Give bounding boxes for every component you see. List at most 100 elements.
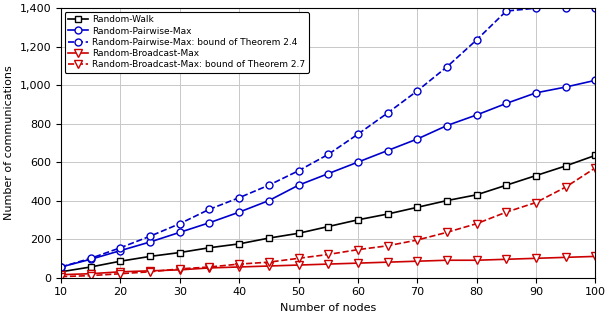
Line: Random-Broadcast-Max: Random-Broadcast-Max	[57, 253, 599, 279]
Y-axis label: Number of communications: Number of communications	[4, 66, 14, 220]
Random-Walk	[592, 153, 599, 157]
Random-Broadcast-Max: bound of Theorem 2.7: (60, 145): bound of Theorem 2.7: (60, 145)	[354, 248, 362, 252]
Random-Broadcast-Max	[295, 263, 302, 267]
Random-Broadcast-Max	[87, 272, 95, 275]
Random-Pairwise-Max: bound of Theorem 2.4: (45, 480): bound of Theorem 2.4: (45, 480)	[265, 183, 273, 187]
Line: Random-Pairwise-Max: bound of Theorem 2.4: Random-Pairwise-Max: bound of Theorem 2.…	[57, 5, 599, 270]
Random-Pairwise-Max: bound of Theorem 2.4: (70, 970): bound of Theorem 2.4: (70, 970)	[414, 89, 421, 93]
Random-Broadcast-Max	[384, 260, 391, 264]
Random-Pairwise-Max	[57, 265, 65, 269]
Random-Broadcast-Max: bound of Theorem 2.7: (90, 390): bound of Theorem 2.7: (90, 390)	[533, 201, 540, 204]
Random-Broadcast-Max: bound of Theorem 2.7: (70, 195): bound of Theorem 2.7: (70, 195)	[414, 238, 421, 242]
Line: Random-Pairwise-Max: Random-Pairwise-Max	[57, 77, 599, 270]
Line: Random-Walk: Random-Walk	[58, 152, 598, 275]
Random-Broadcast-Max: bound of Theorem 2.7: (15, 10): bound of Theorem 2.7: (15, 10)	[87, 274, 95, 277]
Random-Broadcast-Max: bound of Theorem 2.7: (65, 165): bound of Theorem 2.7: (65, 165)	[384, 244, 391, 248]
Random-Walk	[117, 259, 124, 263]
Random-Broadcast-Max	[57, 273, 65, 276]
Random-Broadcast-Max: bound of Theorem 2.7: (95, 470): bound of Theorem 2.7: (95, 470)	[562, 185, 569, 189]
Random-Broadcast-Max	[146, 269, 154, 273]
Random-Walk	[295, 231, 302, 235]
Random-Walk	[235, 242, 243, 246]
Random-Broadcast-Max	[265, 264, 273, 268]
Random-Broadcast-Max	[592, 255, 599, 258]
Random-Pairwise-Max: bound of Theorem 2.4: (65, 855): bound of Theorem 2.4: (65, 855)	[384, 111, 391, 115]
Random-Pairwise-Max	[503, 101, 510, 105]
Random-Walk	[443, 199, 451, 203]
Random-Pairwise-Max	[473, 113, 480, 117]
Random-Broadcast-Max: bound of Theorem 2.7: (80, 280): bound of Theorem 2.7: (80, 280)	[473, 222, 480, 226]
Random-Walk	[473, 193, 480, 197]
Random-Broadcast-Max: bound of Theorem 2.7: (35, 55): bound of Theorem 2.7: (35, 55)	[206, 265, 213, 269]
Random-Broadcast-Max	[473, 258, 480, 262]
Random-Pairwise-Max	[443, 124, 451, 127]
Random-Walk	[57, 270, 65, 274]
Legend: Random-Walk, Random-Pairwise-Max, Random-Pairwise-Max: bound of Theorem 2.4, Ran: Random-Walk, Random-Pairwise-Max, Random…	[65, 12, 309, 73]
Random-Pairwise-Max: bound of Theorem 2.4: (20, 155): bound of Theorem 2.4: (20, 155)	[117, 246, 124, 249]
Random-Broadcast-Max	[562, 256, 569, 259]
Random-Pairwise-Max: bound of Theorem 2.4: (85, 1.38e+03): bound of Theorem 2.4: (85, 1.38e+03)	[503, 9, 510, 13]
Random-Pairwise-Max	[117, 249, 124, 253]
Random-Broadcast-Max: bound of Theorem 2.7: (55, 120): bound of Theorem 2.7: (55, 120)	[325, 253, 332, 256]
Random-Pairwise-Max: bound of Theorem 2.4: (55, 640): bound of Theorem 2.4: (55, 640)	[325, 152, 332, 156]
Random-Broadcast-Max	[235, 265, 243, 269]
Random-Pairwise-Max	[562, 85, 569, 89]
Random-Broadcast-Max: bound of Theorem 2.7: (100, 570): bound of Theorem 2.7: (100, 570)	[592, 166, 599, 170]
Random-Broadcast-Max	[117, 270, 124, 274]
Random-Broadcast-Max	[354, 261, 362, 265]
Random-Broadcast-Max	[206, 266, 213, 270]
Random-Pairwise-Max: bound of Theorem 2.4: (80, 1.24e+03): bound of Theorem 2.4: (80, 1.24e+03)	[473, 38, 480, 42]
Random-Broadcast-Max: bound of Theorem 2.7: (85, 340): bound of Theorem 2.7: (85, 340)	[503, 210, 510, 214]
Random-Pairwise-Max: bound of Theorem 2.4: (40, 415): bound of Theorem 2.4: (40, 415)	[235, 196, 243, 200]
Random-Broadcast-Max	[503, 257, 510, 261]
Random-Broadcast-Max	[443, 258, 451, 262]
Random-Broadcast-Max: bound of Theorem 2.7: (50, 100): bound of Theorem 2.7: (50, 100)	[295, 256, 302, 260]
Random-Pairwise-Max	[533, 91, 540, 95]
Random-Walk	[206, 246, 213, 249]
Random-Broadcast-Max	[414, 259, 421, 263]
Random-Broadcast-Max: bound of Theorem 2.7: (25, 30): bound of Theorem 2.7: (25, 30)	[146, 270, 154, 274]
Random-Broadcast-Max: bound of Theorem 2.7: (75, 235): bound of Theorem 2.7: (75, 235)	[443, 230, 451, 234]
Random-Pairwise-Max: bound of Theorem 2.4: (90, 1.4e+03): bound of Theorem 2.4: (90, 1.4e+03)	[533, 6, 540, 10]
Random-Pairwise-Max: bound of Theorem 2.4: (75, 1.1e+03): bound of Theorem 2.4: (75, 1.1e+03)	[443, 65, 451, 69]
Random-Pairwise-Max: bound of Theorem 2.4: (15, 100): bound of Theorem 2.4: (15, 100)	[87, 256, 95, 260]
Random-Pairwise-Max	[87, 257, 95, 261]
Random-Walk	[176, 251, 184, 255]
Random-Walk	[562, 164, 569, 168]
Random-Walk	[414, 205, 421, 209]
Random-Pairwise-Max: bound of Theorem 2.4: (95, 1.4e+03): bound of Theorem 2.4: (95, 1.4e+03)	[562, 6, 569, 10]
Random-Broadcast-Max: bound of Theorem 2.7: (30, 45): bound of Theorem 2.7: (30, 45)	[176, 267, 184, 271]
Random-Walk	[146, 255, 154, 258]
Random-Broadcast-Max: bound of Theorem 2.7: (40, 70): bound of Theorem 2.7: (40, 70)	[235, 262, 243, 266]
Random-Walk	[384, 212, 391, 216]
Random-Pairwise-Max: bound of Theorem 2.4: (10, 55): bound of Theorem 2.4: (10, 55)	[57, 265, 65, 269]
Random-Broadcast-Max	[325, 262, 332, 266]
Random-Pairwise-Max: bound of Theorem 2.4: (35, 355): bound of Theorem 2.4: (35, 355)	[206, 207, 213, 211]
Random-Pairwise-Max: bound of Theorem 2.4: (25, 215): bound of Theorem 2.4: (25, 215)	[146, 234, 154, 238]
Random-Pairwise-Max: bound of Theorem 2.4: (100, 1.4e+03): bound of Theorem 2.4: (100, 1.4e+03)	[592, 6, 599, 10]
Random-Pairwise-Max	[176, 230, 184, 234]
Random-Pairwise-Max	[235, 210, 243, 214]
Random-Pairwise-Max	[384, 149, 391, 152]
Random-Broadcast-Max	[533, 256, 540, 260]
X-axis label: Number of nodes: Number of nodes	[280, 303, 376, 313]
Random-Pairwise-Max	[354, 160, 362, 164]
Random-Walk	[533, 174, 540, 178]
Random-Pairwise-Max	[592, 78, 599, 82]
Random-Broadcast-Max: bound of Theorem 2.7: (10, 5): bound of Theorem 2.7: (10, 5)	[57, 275, 65, 279]
Random-Pairwise-Max	[295, 183, 302, 187]
Random-Broadcast-Max	[176, 268, 184, 272]
Random-Walk	[87, 265, 95, 269]
Random-Pairwise-Max	[146, 240, 154, 244]
Random-Broadcast-Max: bound of Theorem 2.7: (45, 80): bound of Theorem 2.7: (45, 80)	[265, 260, 273, 264]
Line: Random-Broadcast-Max: bound of Theorem 2.7: Random-Broadcast-Max: bound of Theorem 2…	[57, 164, 599, 281]
Random-Pairwise-Max: bound of Theorem 2.4: (60, 745): bound of Theorem 2.4: (60, 745)	[354, 132, 362, 136]
Random-Pairwise-Max: bound of Theorem 2.4: (50, 555): bound of Theorem 2.4: (50, 555)	[295, 169, 302, 173]
Random-Broadcast-Max: bound of Theorem 2.7: (20, 20): bound of Theorem 2.7: (20, 20)	[117, 272, 124, 275]
Random-Pairwise-Max	[325, 172, 332, 176]
Random-Walk	[265, 236, 273, 240]
Random-Pairwise-Max: bound of Theorem 2.4: (30, 280): bound of Theorem 2.4: (30, 280)	[176, 222, 184, 226]
Random-Walk	[354, 218, 362, 222]
Random-Walk	[503, 183, 510, 187]
Random-Pairwise-Max	[206, 221, 213, 225]
